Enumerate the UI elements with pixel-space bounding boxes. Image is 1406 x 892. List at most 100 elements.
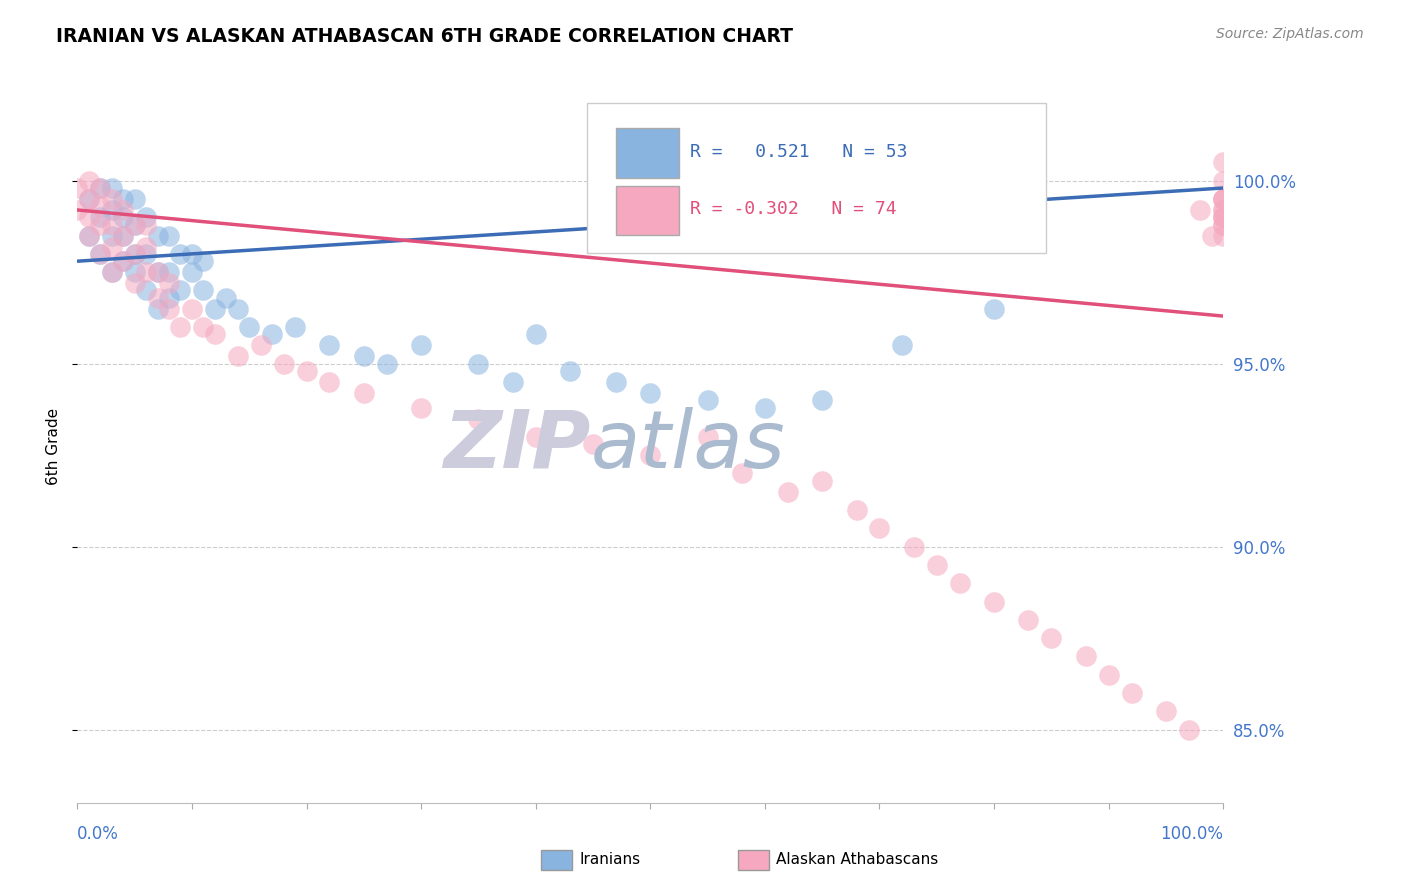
Point	[66, 181, 89, 195]
Point	[524, 430, 547, 444]
Point	[112, 228, 135, 243]
Point	[100, 202, 122, 217]
Point	[226, 301, 249, 316]
Point	[193, 320, 215, 334]
Point	[89, 199, 111, 213]
Point	[124, 276, 146, 290]
Point	[949, 576, 972, 591]
Point	[146, 265, 169, 279]
Text: Source: ZipAtlas.com: Source: ZipAtlas.com	[1216, 27, 1364, 41]
Point	[845, 503, 868, 517]
Point	[318, 338, 340, 352]
Point	[100, 181, 122, 195]
Point	[1212, 202, 1234, 217]
Point	[238, 320, 260, 334]
Point	[77, 211, 100, 225]
Point	[696, 430, 718, 444]
Point	[811, 393, 834, 408]
Point	[100, 218, 122, 232]
Point	[135, 265, 157, 279]
Point	[1178, 723, 1201, 737]
Point	[1212, 192, 1234, 206]
Point	[1212, 211, 1234, 225]
Point	[181, 247, 204, 261]
Point	[169, 320, 191, 334]
Point	[77, 192, 100, 206]
Point	[1212, 228, 1234, 243]
Point	[731, 467, 754, 481]
Point	[181, 265, 204, 279]
Point	[100, 192, 122, 206]
Point	[193, 254, 215, 268]
Point	[124, 265, 146, 279]
Point	[89, 247, 111, 261]
Text: R =   0.521   N = 53: R = 0.521 N = 53	[690, 143, 908, 161]
Point	[124, 247, 146, 261]
Point	[112, 202, 135, 217]
Point	[169, 247, 191, 261]
Point	[124, 218, 146, 232]
Point	[1154, 704, 1177, 718]
Point	[77, 174, 100, 188]
Point	[776, 484, 799, 499]
Point	[640, 386, 662, 401]
Point	[1212, 211, 1234, 225]
Point	[169, 284, 191, 298]
Text: IRANIAN VS ALASKAN ATHABASCAN 6TH GRADE CORRELATION CHART: IRANIAN VS ALASKAN ATHABASCAN 6TH GRADE …	[56, 27, 793, 45]
Point	[100, 228, 122, 243]
Point	[811, 474, 834, 488]
Point	[1201, 228, 1223, 243]
Point	[89, 218, 111, 232]
Point	[226, 349, 249, 363]
Point	[1040, 631, 1063, 645]
Point	[1074, 649, 1097, 664]
Point	[204, 301, 226, 316]
Point	[1212, 174, 1234, 188]
Point	[375, 357, 398, 371]
Point	[146, 291, 169, 305]
Point	[157, 291, 180, 305]
Point	[1212, 192, 1234, 206]
Point	[135, 239, 157, 253]
Point	[77, 228, 100, 243]
Point	[66, 202, 89, 217]
Point	[100, 265, 122, 279]
Point	[295, 364, 318, 378]
Point	[249, 338, 271, 352]
Text: 0.0%: 0.0%	[77, 825, 120, 843]
Point	[124, 218, 146, 232]
Point	[903, 540, 925, 554]
Text: Iranians: Iranians	[579, 853, 640, 867]
Point	[146, 301, 169, 316]
Point	[983, 594, 1005, 608]
Point	[146, 265, 169, 279]
Point	[467, 357, 489, 371]
Point	[605, 375, 627, 389]
Point	[112, 254, 135, 268]
Point	[135, 211, 157, 225]
Point	[891, 338, 914, 352]
Point	[1098, 667, 1121, 681]
Text: ZIP: ZIP	[443, 407, 591, 485]
Point	[1121, 686, 1143, 700]
Point	[89, 247, 111, 261]
Point	[124, 192, 146, 206]
Point	[124, 247, 146, 261]
Point	[89, 211, 111, 225]
Point	[112, 254, 135, 268]
Point	[193, 284, 215, 298]
Point	[411, 401, 433, 415]
Text: Alaskan Athabascans: Alaskan Athabascans	[776, 853, 938, 867]
Point	[215, 291, 238, 305]
Point	[112, 211, 135, 225]
Point	[157, 276, 180, 290]
Point	[135, 218, 157, 232]
Point	[1212, 192, 1234, 206]
Point	[112, 192, 135, 206]
Point	[100, 239, 122, 253]
Point	[1212, 218, 1234, 232]
Point	[157, 228, 180, 243]
Point	[1017, 613, 1039, 627]
Point	[467, 411, 489, 425]
Point	[582, 437, 605, 451]
